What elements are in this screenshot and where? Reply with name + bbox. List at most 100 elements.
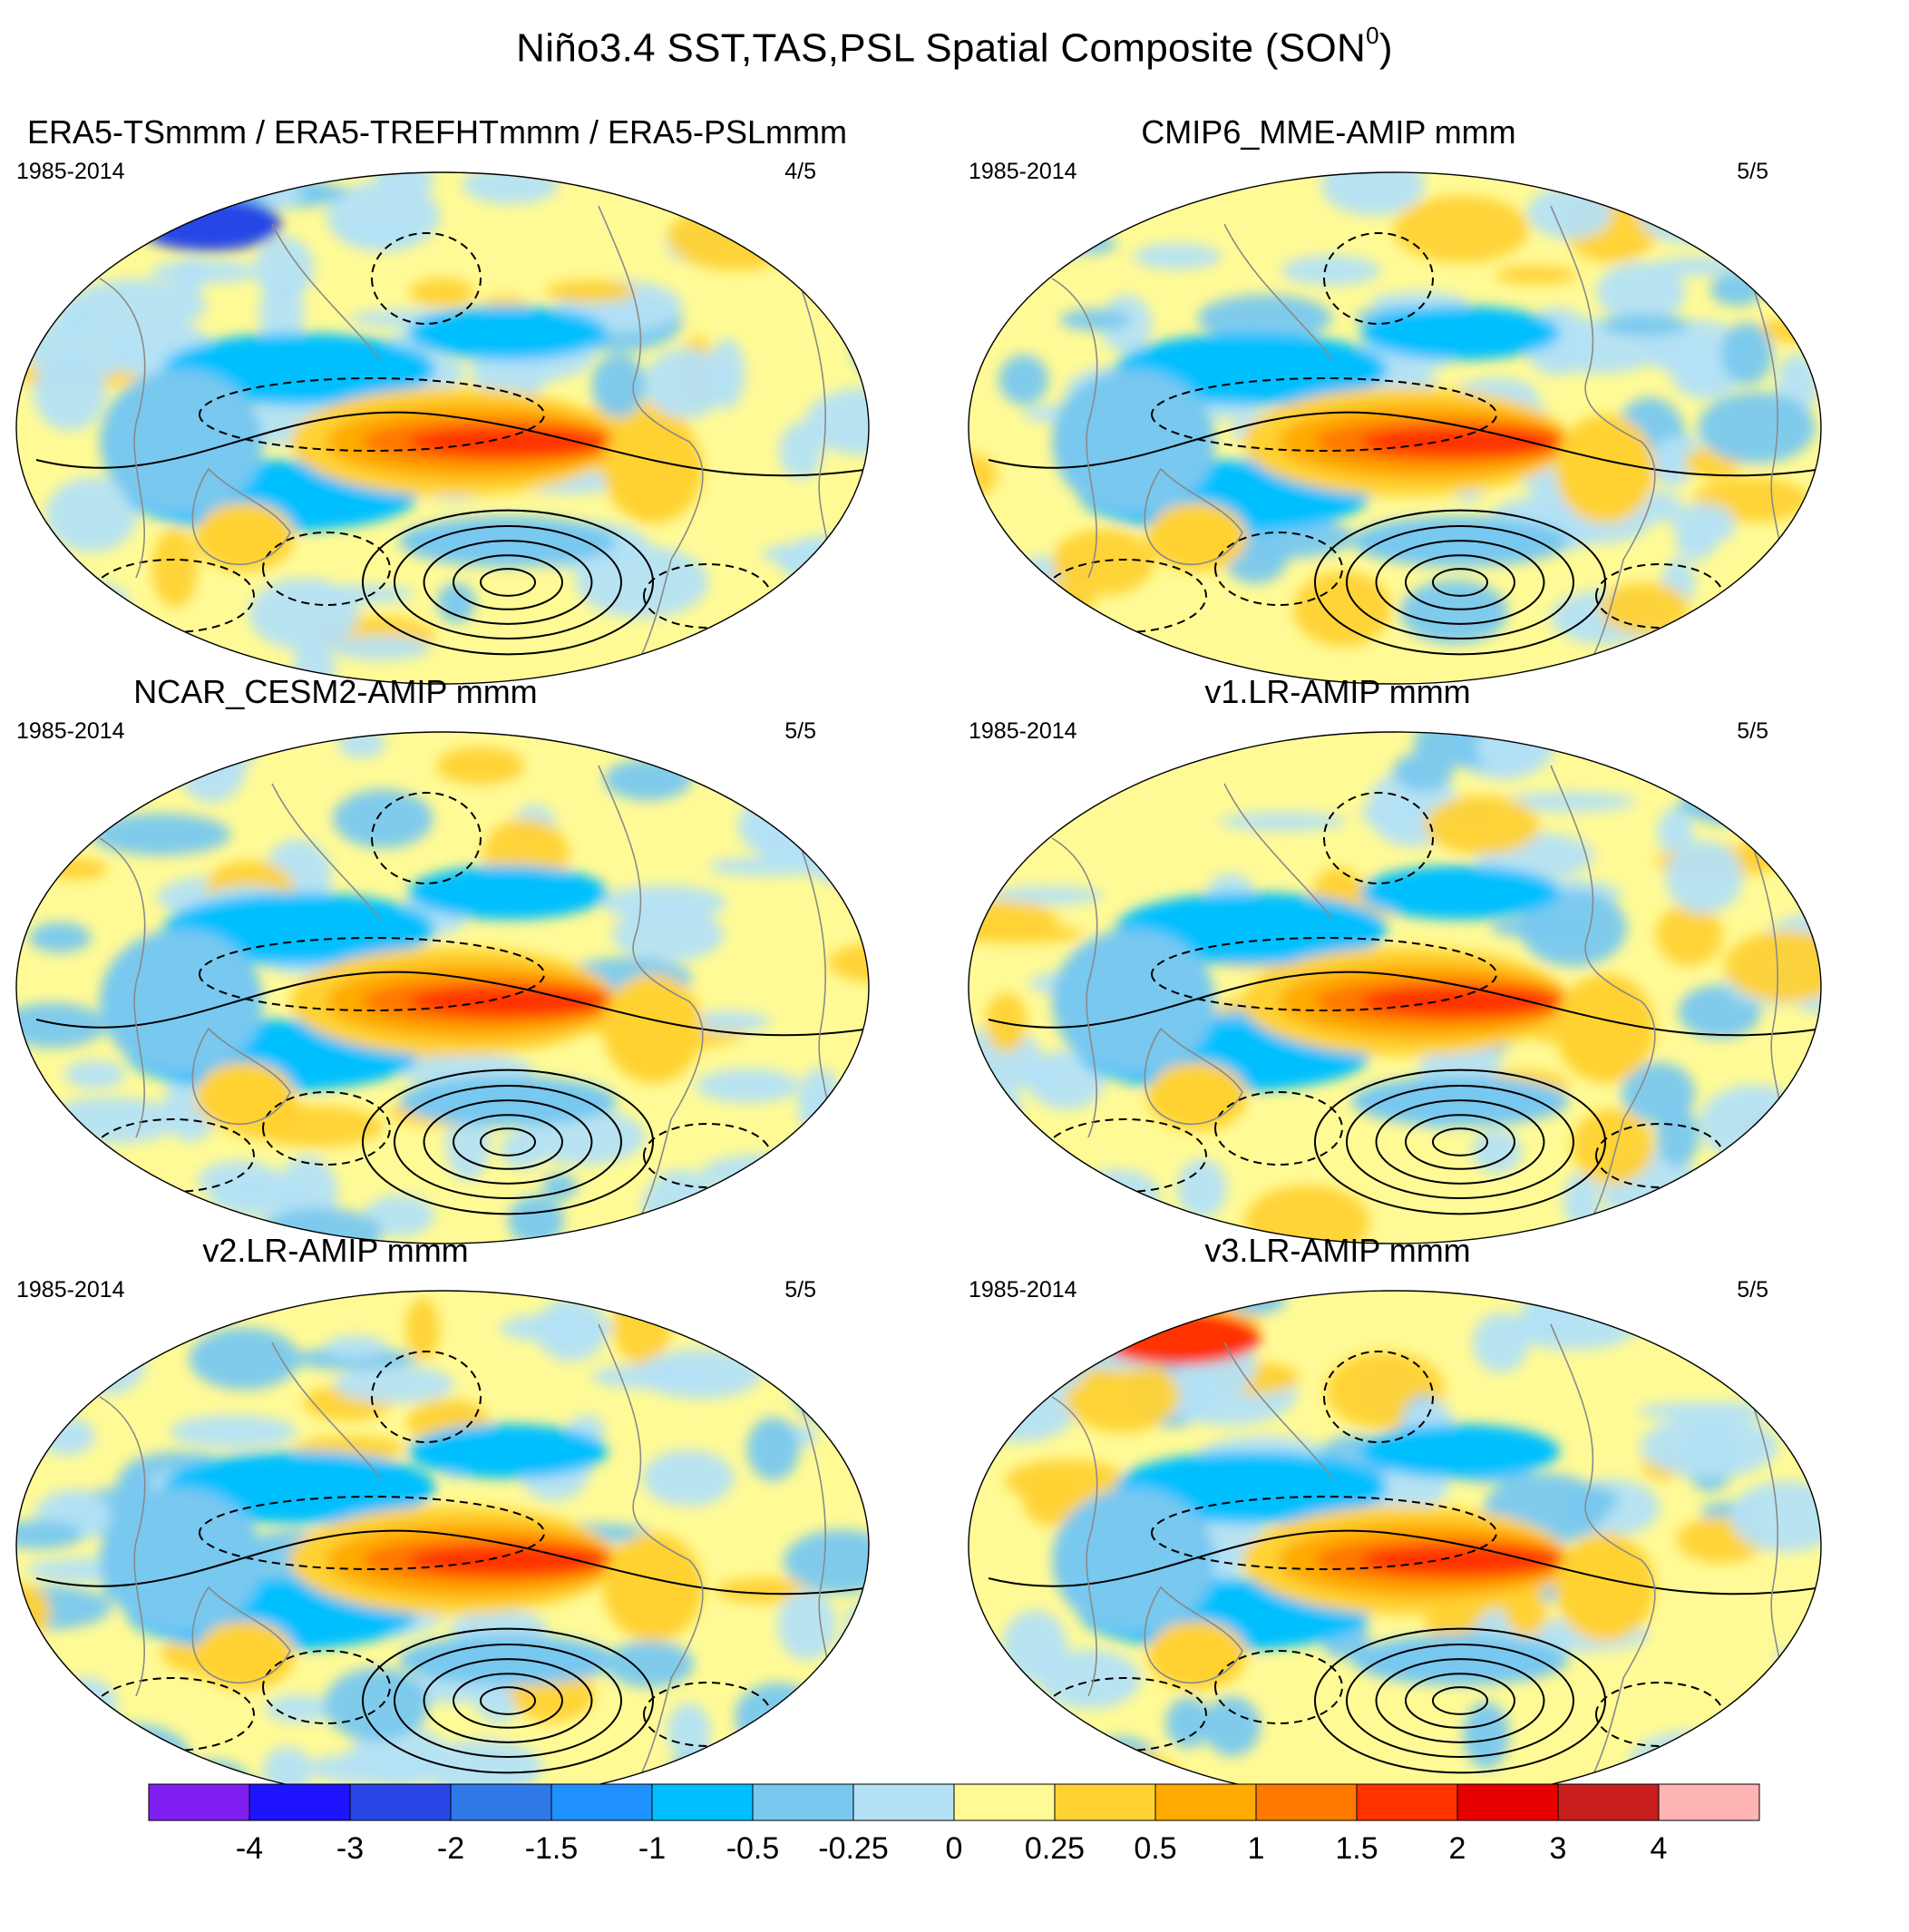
psl-contour-positive bbox=[361, 509, 655, 656]
psl-contour-positive bbox=[361, 1068, 655, 1215]
anomaly-patch bbox=[813, 741, 869, 820]
coastline bbox=[99, 837, 146, 1138]
cool-anomaly-band bbox=[408, 865, 608, 920]
anomaly-patch bbox=[173, 257, 208, 294]
psl-contour-negative bbox=[89, 1118, 256, 1193]
anomaly-patch bbox=[31, 177, 92, 220]
anomaly-patch bbox=[1640, 1415, 1778, 1478]
south-america-anomaly bbox=[603, 974, 703, 1083]
cool-anomaly-band bbox=[408, 1424, 608, 1478]
anomaly-patch bbox=[1033, 233, 1118, 256]
anomaly-patch bbox=[405, 1298, 440, 1361]
anomaly-patch bbox=[28, 922, 92, 953]
coastline bbox=[1223, 223, 1334, 361]
australia-anomaly bbox=[1147, 503, 1247, 571]
anomaly-patch bbox=[73, 1325, 146, 1395]
anomaly-patch bbox=[1601, 314, 1690, 337]
anomaly-patch bbox=[1133, 243, 1222, 269]
psl-contour-positive bbox=[361, 1627, 655, 1774]
psl-contour-positive bbox=[1313, 1068, 1607, 1215]
coastline bbox=[1051, 1396, 1098, 1697]
psl-contour-negative bbox=[89, 559, 256, 633]
anomaly-patch bbox=[1022, 1474, 1085, 1527]
psl-contour-negative bbox=[1322, 792, 1435, 884]
south-america-anomaly bbox=[603, 415, 703, 523]
anomaly-patch bbox=[817, 815, 869, 885]
anomaly-patch bbox=[638, 1349, 763, 1400]
colorbar-tick-label: 0 bbox=[946, 1831, 963, 1866]
coastline bbox=[1550, 205, 1656, 660]
anomaly-patch bbox=[1393, 195, 1530, 263]
anomaly-patch bbox=[1495, 266, 1577, 285]
anomaly-patch bbox=[1653, 436, 1692, 488]
anomaly-patch bbox=[16, 613, 92, 683]
anomaly-patch bbox=[1026, 1056, 1064, 1091]
coastline bbox=[99, 1396, 146, 1697]
anomaly-patch bbox=[1400, 580, 1508, 645]
panel-ratio: 5/5 bbox=[784, 718, 816, 744]
warm-anomaly-center bbox=[1097, 1311, 1261, 1365]
anomaly-patch bbox=[151, 528, 198, 608]
map-cmip6-mme bbox=[968, 171, 1822, 685]
psl-contour-positive bbox=[1431, 1686, 1489, 1715]
anomaly-patch bbox=[70, 642, 166, 664]
anomaly-patch bbox=[1051, 529, 1154, 596]
psl-contour-positive bbox=[35, 971, 869, 1037]
panel-title: ERA5-TSmmm / ERA5-TREFHTmmm / ERA5-PSLmm… bbox=[26, 113, 848, 151]
panel-ratio: 5/5 bbox=[1737, 718, 1768, 744]
coastline bbox=[191, 467, 291, 566]
colorbar-tick-label: 3 bbox=[1550, 1831, 1567, 1866]
panel-v1-lr: v1.LR-AMIP mmm 1985-2014 5/5 bbox=[952, 673, 1859, 1254]
anomaly-patch bbox=[990, 886, 1104, 905]
south-america-anomaly bbox=[603, 1533, 703, 1642]
anomaly-patch bbox=[969, 1371, 1078, 1442]
anomaly-patch bbox=[1637, 1401, 1778, 1420]
psl-contour-positive bbox=[423, 1658, 593, 1743]
anomaly-patch bbox=[1699, 1164, 1760, 1220]
anomaly-patch bbox=[45, 477, 137, 552]
map-v3-lr bbox=[968, 1290, 1822, 1803]
anomaly-patch bbox=[604, 758, 692, 801]
coastline bbox=[1051, 278, 1098, 579]
psl-contour-positive bbox=[479, 1127, 537, 1156]
anomaly-patch bbox=[1197, 294, 1332, 342]
anomaly-patch bbox=[16, 1181, 86, 1235]
psl-contour-negative bbox=[1213, 532, 1344, 606]
anomaly-patch bbox=[1064, 1358, 1180, 1433]
anomaly-patch bbox=[189, 1327, 300, 1390]
anomaly-patch bbox=[1165, 1697, 1212, 1749]
anomaly-patch bbox=[969, 1317, 1087, 1373]
title-superscript: 0 bbox=[1366, 22, 1379, 49]
anomaly-patch bbox=[264, 1694, 334, 1722]
map-outline bbox=[968, 171, 1822, 685]
anomaly-patch bbox=[16, 630, 96, 675]
cool-anomaly-band bbox=[1360, 306, 1560, 360]
figure-title: Niño3.4 SST,TAS,PSL Spatial Composite (S… bbox=[516, 22, 1393, 71]
anomaly-patch bbox=[1698, 392, 1816, 463]
panel-title: v1.LR-AMIP mmm bbox=[1204, 673, 1471, 710]
panel-title: v2.LR-AMIP mmm bbox=[202, 1232, 469, 1269]
anomaly-patch bbox=[331, 635, 431, 660]
cool-anomaly-band bbox=[1360, 865, 1560, 920]
psl-contour-negative bbox=[1041, 1118, 1208, 1193]
psl-contour-positive bbox=[393, 1085, 623, 1199]
anomaly-patch bbox=[1220, 812, 1347, 831]
anomaly-patch bbox=[669, 1751, 799, 1780]
anomaly-patch bbox=[1502, 791, 1636, 813]
psl-contour-positive bbox=[1345, 1644, 1575, 1758]
anomaly-patch bbox=[735, 1683, 823, 1751]
anomaly-patch bbox=[24, 317, 141, 379]
anomaly-patch bbox=[973, 1291, 1069, 1328]
anomaly-patch bbox=[1628, 1731, 1765, 1798]
anomaly-patch bbox=[507, 1195, 565, 1244]
anomaly-patch bbox=[420, 1740, 542, 1796]
south-america-anomaly bbox=[1555, 974, 1655, 1083]
panel-title: v3.LR-AMIP mmm bbox=[1204, 1232, 1471, 1269]
panel-period: 1985-2014 bbox=[969, 1277, 1077, 1303]
anomaly-patch bbox=[1802, 1095, 1821, 1117]
colorbar-tick-label: -2 bbox=[437, 1831, 464, 1866]
anomaly-patch bbox=[258, 278, 305, 350]
psl-contour-negative bbox=[1213, 1091, 1344, 1166]
anomaly-patch bbox=[248, 578, 358, 650]
anomaly-patch bbox=[45, 858, 108, 880]
